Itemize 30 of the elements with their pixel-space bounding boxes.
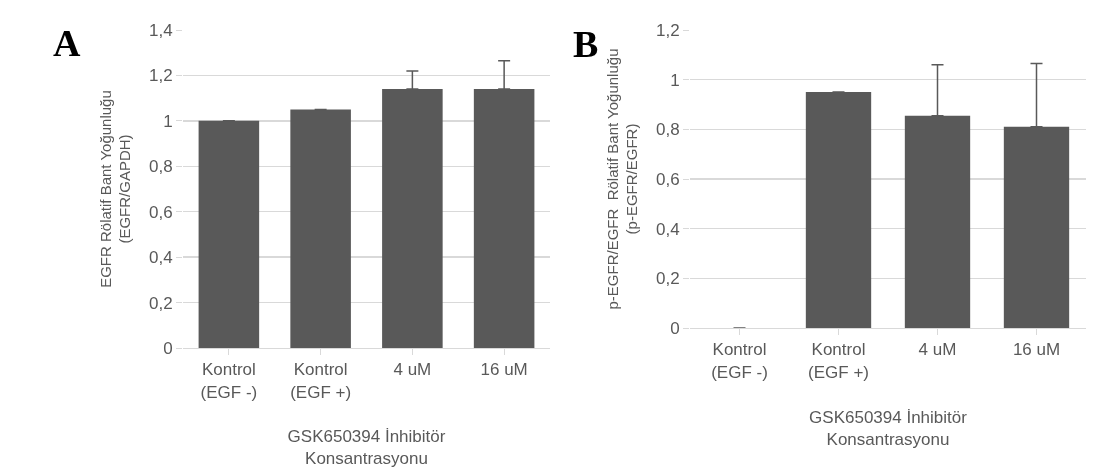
x-tick-label: Kontrol (EGF +) (808, 340, 869, 382)
x-tick-label: 4 uM (918, 340, 957, 360)
y-axis-title: EGFR Rölatif Bant Yoğunluğu (EGFR/GAPDH) (96, 90, 134, 288)
y-tick-label: 0,8 (655, 120, 680, 140)
x-tick-label: Kontrol (EGF -) (711, 340, 768, 382)
y-tick-label: 0 (163, 338, 173, 358)
x-tick-label: 16 uM (480, 360, 528, 380)
y-tick-label: 1,2 (148, 66, 173, 86)
y-axis-title: p-EGFR/EGFR Rölatif Bant Yoğunluğu (p-EGFR/EGFR) (603, 48, 641, 310)
y-tick-label: 0,8 (148, 157, 173, 177)
x-axis-title: GSK650394 İnhibitör Konsantrasyonu (809, 407, 968, 449)
y-tick-label: 0,4 (655, 219, 680, 239)
x-tick-label: Kontrol (EGF -) (200, 360, 258, 402)
chart-title: A (53, 22, 81, 64)
y-tick-label: 1,2 (655, 20, 680, 40)
x-tick-label: Kontrol (EGF +) (290, 360, 352, 402)
y-tick-label: 1,4 (148, 20, 173, 40)
y-tick-label: 0,2 (655, 269, 680, 289)
chart-title: B (573, 23, 599, 65)
y-tick-label: 0,6 (148, 202, 173, 222)
y-tick-label: 0,6 (655, 169, 680, 189)
bar (805, 92, 872, 328)
x-tick-label: 16 uM (1012, 340, 1061, 360)
y-tick-label: 0,4 (148, 248, 173, 268)
x-tick-label: 4 uM (393, 360, 432, 380)
y-tick-label: 1 (163, 111, 173, 131)
y-tick-label: 0 (670, 318, 680, 338)
y-tick-label: 1 (670, 70, 680, 90)
x-axis-title: GSK650394 İnhibitör Konsantrasyonu (287, 426, 446, 468)
y-tick-label: 0,2 (148, 293, 173, 313)
